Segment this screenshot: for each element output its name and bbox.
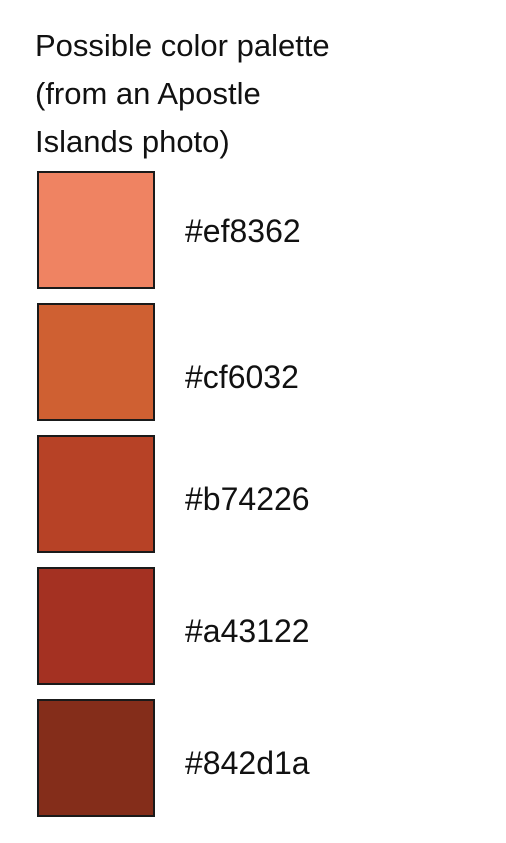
hex-code-label-2: #cf6032 (185, 359, 299, 395)
palette-row-2: #cf6032 (37, 303, 477, 421)
palette-row-5: #842d1a (37, 699, 477, 817)
title-line-2: (from an Apostle (35, 76, 261, 111)
hex-code-label-4: #a43122 (185, 613, 310, 649)
hex-code-label-1: #ef8362 (185, 213, 301, 249)
color-swatch-5 (37, 699, 155, 817)
hex-code-label-5: #842d1a (185, 745, 310, 781)
palette-row-3: #b74226 (37, 435, 477, 553)
title-line-1: Possible color palette (35, 28, 330, 63)
color-swatch-4 (37, 567, 155, 685)
hex-code-label-3: #b74226 (185, 481, 310, 517)
palette-row-4: #a43122 (37, 567, 477, 685)
color-swatch-3 (37, 435, 155, 553)
title-line-3: Islands photo) (35, 124, 230, 159)
color-swatch-1 (37, 171, 155, 289)
palette-title: Possible color palette (from an Apostle … (35, 22, 330, 166)
palette-row-1: #ef8362 (37, 171, 477, 289)
color-swatch-2 (37, 303, 155, 421)
